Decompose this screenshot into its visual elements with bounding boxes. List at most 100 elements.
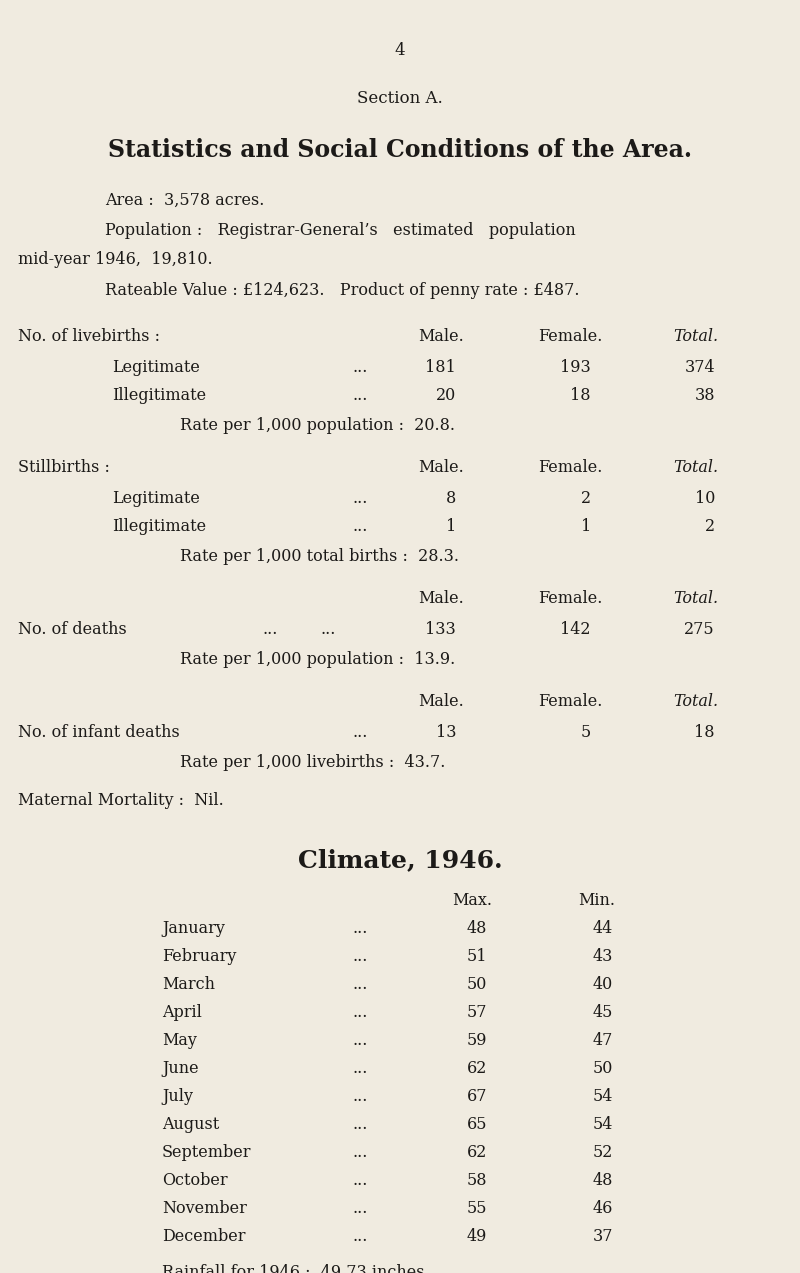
Text: Min.: Min. <box>578 892 615 909</box>
Text: Male.: Male. <box>418 328 464 345</box>
Text: Male.: Male. <box>418 693 464 710</box>
Text: 2: 2 <box>581 490 591 507</box>
Text: 1: 1 <box>446 518 456 535</box>
Text: 133: 133 <box>426 621 456 638</box>
Text: 50: 50 <box>593 1060 613 1077</box>
Text: ...: ... <box>352 490 367 507</box>
Text: 40: 40 <box>593 976 613 993</box>
Text: Illegitimate: Illegitimate <box>112 518 206 535</box>
Text: 65: 65 <box>466 1116 487 1133</box>
Text: Illegitimate: Illegitimate <box>112 387 206 404</box>
Text: 1: 1 <box>581 518 591 535</box>
Text: April: April <box>162 1004 202 1021</box>
Text: 275: 275 <box>684 621 715 638</box>
Text: 2: 2 <box>705 518 715 535</box>
Text: February: February <box>162 948 236 965</box>
Text: 54: 54 <box>593 1088 613 1105</box>
Text: 18: 18 <box>570 387 591 404</box>
Text: Total.: Total. <box>673 693 718 710</box>
Text: Legitimate: Legitimate <box>112 490 200 507</box>
Text: 52: 52 <box>593 1144 613 1161</box>
Text: November: November <box>162 1200 247 1217</box>
Text: ...: ... <box>352 1200 367 1217</box>
Text: ...: ... <box>352 1172 367 1189</box>
Text: ...: ... <box>352 1116 367 1133</box>
Text: Rateable Value : £124,623.   Product of penny rate : £487.: Rateable Value : £124,623. Product of pe… <box>105 283 579 299</box>
Text: 142: 142 <box>561 621 591 638</box>
Text: ...: ... <box>352 1060 367 1077</box>
Text: Female.: Female. <box>538 328 602 345</box>
Text: Maternal Mortality :  Nil.: Maternal Mortality : Nil. <box>18 792 224 810</box>
Text: ...: ... <box>352 1088 367 1105</box>
Text: 8: 8 <box>446 490 456 507</box>
Text: Total.: Total. <box>673 589 718 607</box>
Text: ...: ... <box>352 518 367 535</box>
Text: March: March <box>162 976 215 993</box>
Text: Legitimate: Legitimate <box>112 359 200 376</box>
Text: Female.: Female. <box>538 589 602 607</box>
Text: January: January <box>162 920 225 937</box>
Text: May: May <box>162 1032 197 1049</box>
Text: 181: 181 <box>426 359 456 376</box>
Text: 67: 67 <box>466 1088 487 1105</box>
Text: 49: 49 <box>466 1228 487 1245</box>
Text: ...: ... <box>320 621 335 638</box>
Text: ...: ... <box>352 387 367 404</box>
Text: 20: 20 <box>436 387 456 404</box>
Text: ...: ... <box>352 1228 367 1245</box>
Text: Max.: Max. <box>452 892 492 909</box>
Text: ...: ... <box>352 976 367 993</box>
Text: Rate per 1,000 livebirths :  43.7.: Rate per 1,000 livebirths : 43.7. <box>180 754 446 771</box>
Text: ...: ... <box>352 948 367 965</box>
Text: Statistics and Social Conditions of the Area.: Statistics and Social Conditions of the … <box>108 137 692 162</box>
Text: 4: 4 <box>394 42 406 59</box>
Text: ...: ... <box>352 359 367 376</box>
Text: Rate per 1,000 population :  13.9.: Rate per 1,000 population : 13.9. <box>180 651 455 668</box>
Text: No. of infant deaths: No. of infant deaths <box>18 724 180 741</box>
Text: 37: 37 <box>593 1228 613 1245</box>
Text: 54: 54 <box>593 1116 613 1133</box>
Text: ...: ... <box>262 621 278 638</box>
Text: Total.: Total. <box>673 328 718 345</box>
Text: 46: 46 <box>593 1200 613 1217</box>
Text: No. of deaths: No. of deaths <box>18 621 126 638</box>
Text: 58: 58 <box>466 1172 487 1189</box>
Text: September: September <box>162 1144 251 1161</box>
Text: 44: 44 <box>593 920 613 937</box>
Text: 10: 10 <box>694 490 715 507</box>
Text: Area :  3,578 acres.: Area : 3,578 acres. <box>105 192 264 209</box>
Text: August: August <box>162 1116 219 1133</box>
Text: October: October <box>162 1172 228 1189</box>
Text: 18: 18 <box>694 724 715 741</box>
Text: ...: ... <box>352 920 367 937</box>
Text: Total.: Total. <box>673 460 718 476</box>
Text: 5: 5 <box>581 724 591 741</box>
Text: 50: 50 <box>466 976 487 993</box>
Text: Female.: Female. <box>538 693 602 710</box>
Text: Population :   Registrar-General’s   estimated   population: Population : Registrar-General’s estimat… <box>105 222 576 239</box>
Text: mid-year 1946,  19,810.: mid-year 1946, 19,810. <box>18 251 213 269</box>
Text: 62: 62 <box>466 1060 487 1077</box>
Text: July: July <box>162 1088 193 1105</box>
Text: No. of livebirths :: No. of livebirths : <box>18 328 160 345</box>
Text: 55: 55 <box>466 1200 487 1217</box>
Text: ...: ... <box>352 724 367 741</box>
Text: Section A.: Section A. <box>357 90 443 107</box>
Text: Stillbirths :: Stillbirths : <box>18 460 110 476</box>
Text: Climate, 1946.: Climate, 1946. <box>298 848 502 872</box>
Text: Male.: Male. <box>418 460 464 476</box>
Text: 48: 48 <box>466 920 487 937</box>
Text: Rainfall for 1946 :  49.73 inches.: Rainfall for 1946 : 49.73 inches. <box>162 1264 430 1273</box>
Text: 13: 13 <box>435 724 456 741</box>
Text: 48: 48 <box>593 1172 613 1189</box>
Text: Rate per 1,000 total births :  28.3.: Rate per 1,000 total births : 28.3. <box>180 547 459 565</box>
Text: 59: 59 <box>466 1032 487 1049</box>
Text: 47: 47 <box>593 1032 613 1049</box>
Text: 62: 62 <box>466 1144 487 1161</box>
Text: ...: ... <box>352 1144 367 1161</box>
Text: ...: ... <box>352 1004 367 1021</box>
Text: December: December <box>162 1228 246 1245</box>
Text: 57: 57 <box>466 1004 487 1021</box>
Text: 43: 43 <box>593 948 613 965</box>
Text: 51: 51 <box>466 948 487 965</box>
